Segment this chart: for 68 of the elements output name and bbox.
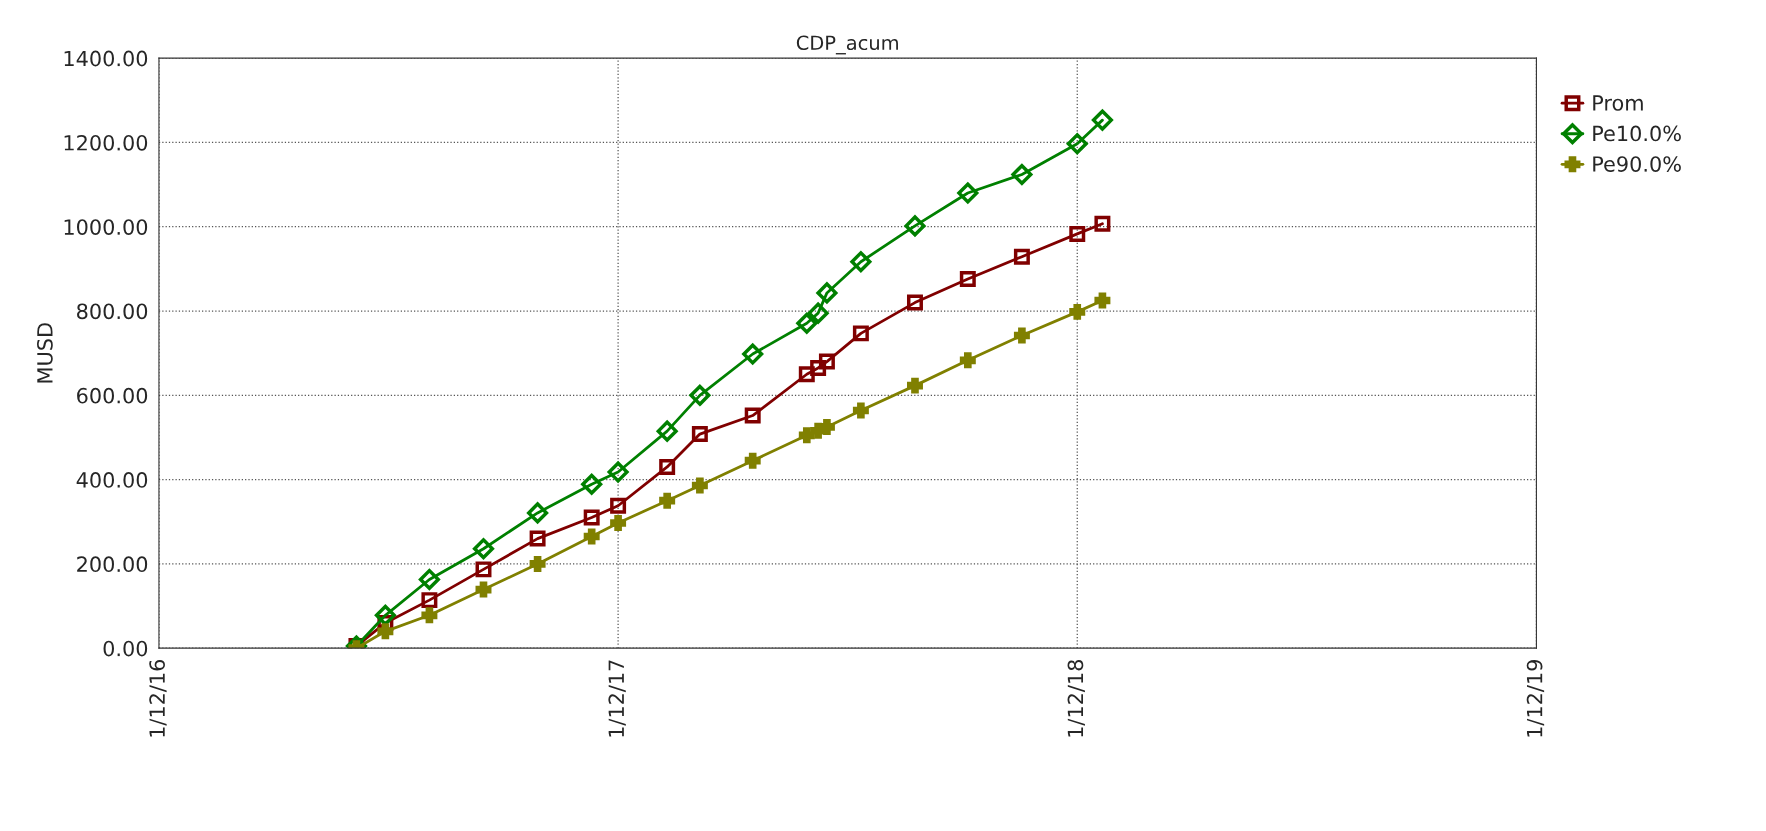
- point: [475, 561, 492, 578]
- y-axis-title: MUSD: [37, 323, 53, 383]
- y-tick-label: 1000.00: [64, 219, 148, 235]
- point: [529, 530, 546, 547]
- legend-label: Pe90.0%: [1593, 156, 1681, 172]
- point: [418, 568, 440, 591]
- y-tick-label: 0.00: [103, 640, 148, 657]
- point: [796, 312, 818, 334]
- point: [1066, 133, 1088, 155]
- point: [374, 604, 396, 626]
- point: [744, 452, 761, 469]
- point: [818, 353, 835, 370]
- point: [906, 294, 923, 311]
- y-tick-label: 1200.00: [64, 134, 148, 151]
- point: [810, 359, 827, 376]
- point: [607, 461, 629, 483]
- point: [1013, 248, 1030, 265]
- point: [1013, 327, 1030, 344]
- point: [742, 343, 764, 365]
- point: [1011, 163, 1033, 186]
- point: [475, 581, 492, 598]
- point: [906, 377, 923, 394]
- point: [1069, 225, 1086, 242]
- point: [1094, 215, 1111, 232]
- point: [852, 402, 869, 419]
- point: [798, 427, 815, 444]
- point: [1091, 109, 1113, 131]
- y-tick-label: 1400.00: [64, 50, 148, 67]
- point: [659, 492, 676, 509]
- x-tick-label: 1/12/17: [608, 660, 626, 737]
- point: [529, 555, 546, 572]
- y-tick-label: 800.00: [77, 303, 148, 320]
- point: [581, 473, 603, 495]
- point: [691, 477, 708, 494]
- point: [852, 325, 869, 342]
- y-tick-label: 600.00: [77, 387, 148, 404]
- point: [1069, 303, 1086, 320]
- point: [744, 407, 761, 424]
- y-tick-label: 400.00: [76, 472, 148, 488]
- point: [798, 366, 815, 383]
- point: [659, 458, 676, 475]
- point: [583, 528, 600, 545]
- point: [583, 509, 600, 526]
- point: [527, 502, 549, 524]
- point: [816, 282, 838, 304]
- point: [610, 515, 627, 531]
- chart-title: CDP_acum: [796, 35, 898, 55]
- point: [904, 215, 926, 237]
- y-tick-label: 200.00: [77, 556, 148, 573]
- point: [957, 182, 979, 204]
- x-tick-label: 1/12/16: [149, 659, 167, 737]
- point: [689, 384, 711, 406]
- point: [421, 592, 438, 609]
- legend-label: Prom: [1593, 95, 1643, 111]
- point: [1094, 292, 1111, 309]
- point: [377, 623, 394, 640]
- point: [850, 251, 872, 273]
- x-tick-label: 1/12/19: [1526, 660, 1545, 737]
- point: [610, 497, 627, 514]
- point: [691, 426, 708, 443]
- x-tick-label: 1/12/18: [1067, 660, 1085, 737]
- point: [472, 538, 495, 560]
- point: [959, 271, 976, 287]
- point: [959, 352, 976, 369]
- point: [656, 420, 678, 442]
- point: [807, 302, 829, 324]
- legend-label: Pe10.0%: [1593, 125, 1681, 142]
- point: [421, 607, 438, 624]
